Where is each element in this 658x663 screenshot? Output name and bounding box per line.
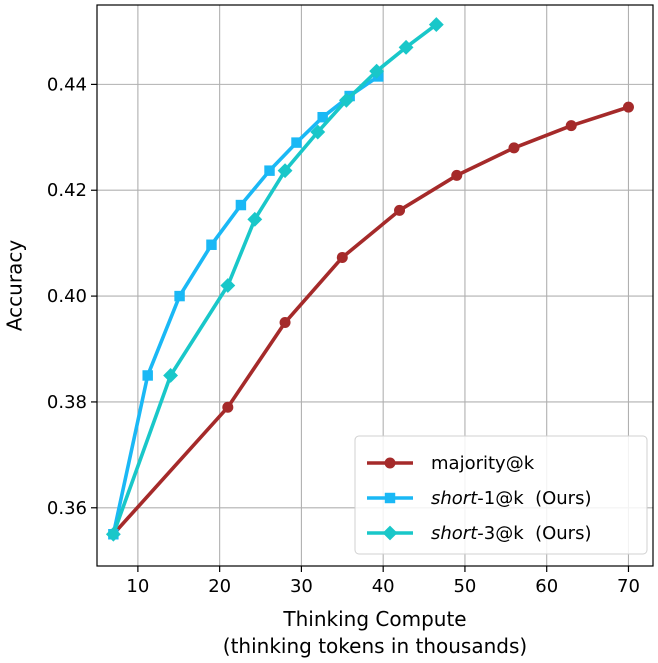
data-point [428, 17, 444, 33]
data-point [394, 204, 406, 216]
legend-swatch-marker [382, 525, 398, 541]
data-point [247, 211, 263, 227]
data-point [451, 169, 463, 181]
legend-label: short-3@k (Ours) [431, 523, 591, 544]
legend-item: short-3@k (Ours) [367, 523, 591, 544]
y-tick-label: 0.36 [47, 498, 87, 519]
x-axis-title: Thinking Compute [282, 607, 466, 631]
x-tick-label: 20 [208, 576, 231, 597]
data-point [264, 165, 275, 176]
data-point [142, 370, 153, 381]
series-2 [105, 17, 444, 542]
legend-item: majority@k [367, 453, 535, 474]
data-point [277, 163, 293, 179]
data-point [206, 239, 217, 250]
data-point [336, 251, 348, 263]
data-point [310, 124, 326, 140]
series-line [111, 23, 438, 535]
data-point [369, 63, 385, 79]
ticks: 10 20 30 40 50 60 70 0.36 0.38 0.40 0.42 0.44 [47, 74, 640, 597]
y-tick-label: 0.44 [47, 74, 87, 95]
series-1 [108, 71, 384, 540]
legend-label-part: -3@k (Ours) [477, 523, 591, 544]
data-point [235, 199, 247, 211]
y-tick-label: 0.40 [47, 286, 87, 307]
x-tick-label: 40 [372, 576, 395, 597]
data-point [622, 101, 634, 113]
data-point [220, 278, 236, 293]
x-tick-label: 70 [617, 576, 640, 597]
data-point [163, 368, 179, 383]
data-point [222, 401, 234, 413]
series-layer [105, 17, 634, 542]
x-tick-label: 10 [126, 576, 149, 597]
data-point [105, 526, 121, 542]
legend-item: short-1@k (Ours) [367, 488, 591, 509]
y-axis-title: Accuracy [3, 240, 27, 331]
legend-swatch-marker [384, 492, 396, 504]
data-point [338, 92, 354, 108]
x-tick-label: 50 [453, 576, 476, 597]
legend-label: majority@k [431, 453, 535, 474]
x-axis-subtitle: (thinking tokens in thousands) [223, 634, 527, 658]
series-line [111, 74, 380, 535]
x-tick-label: 60 [535, 576, 558, 597]
legend-label-part: majority@k [431, 453, 535, 474]
data-point [508, 142, 520, 154]
x-tick-label: 30 [290, 576, 313, 597]
legend-swatch-marker [384, 457, 396, 469]
legend-label-part: short [431, 488, 478, 509]
grid [97, 5, 653, 566]
data-point [279, 317, 291, 329]
data-point [174, 290, 185, 302]
legend-label-part: -1@k (Ours) [477, 488, 591, 509]
data-point [291, 137, 302, 148]
legend-label: short-1@k (Ours) [431, 488, 591, 509]
plot-frame [96, 4, 654, 567]
data-point [565, 120, 577, 132]
data-point [317, 111, 328, 123]
legend-box [354, 435, 648, 555]
legend-label-part: short [431, 523, 478, 544]
y-tick-label: 0.42 [47, 180, 87, 201]
data-point [398, 39, 414, 55]
y-tick-label: 0.38 [47, 392, 87, 413]
